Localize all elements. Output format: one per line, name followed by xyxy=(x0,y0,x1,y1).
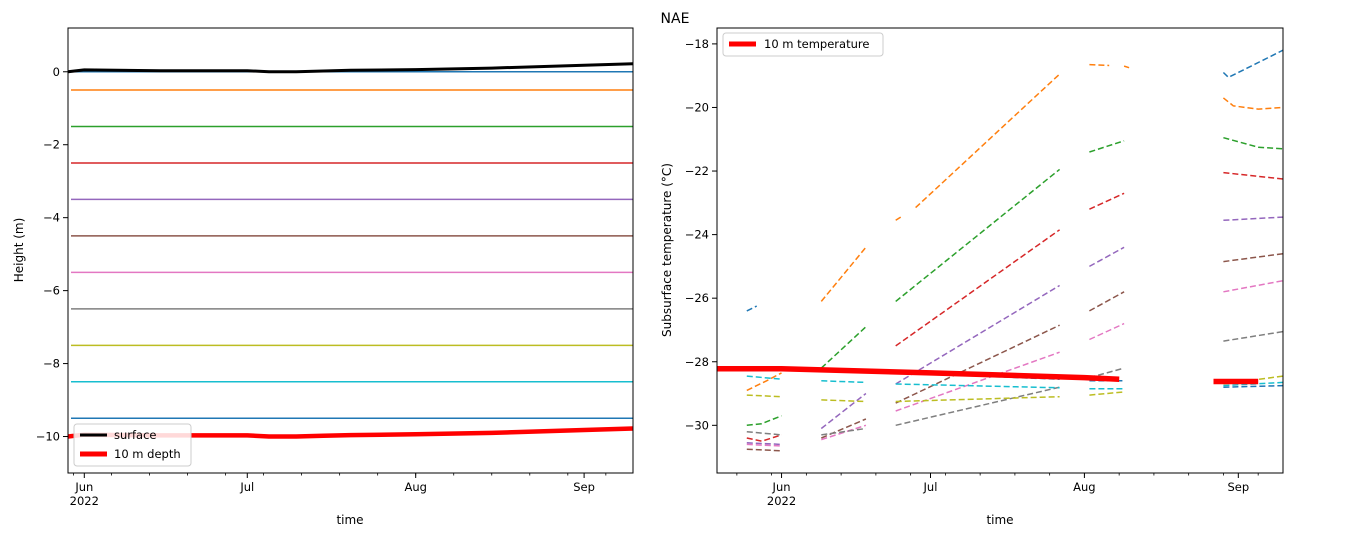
sensor-temperature-line xyxy=(895,383,1060,389)
sensor-temperature-line xyxy=(746,448,782,452)
sensor-temperature-line xyxy=(1089,63,1110,67)
sensor-temperature-line xyxy=(1089,322,1125,341)
height-x-tick-label: Jul xyxy=(239,480,254,494)
height-x-tick-label: Jun xyxy=(74,480,93,494)
sensor-temperature-line xyxy=(746,430,782,436)
sensor-temperature-line xyxy=(821,380,866,384)
height-plot-area xyxy=(67,62,634,439)
sensor-temperature-line xyxy=(895,386,1060,427)
height-y-tick-label: −4 xyxy=(43,211,60,225)
height-axes-frame xyxy=(67,27,634,474)
sensor-temperature-line xyxy=(821,427,867,436)
sensor-temperature-line xyxy=(746,305,758,312)
sensor-temperature-line xyxy=(895,395,1060,403)
temperature-y-tick-label: −24 xyxy=(685,228,709,242)
sensor-temperature-line xyxy=(1223,279,1283,293)
height-y-axis-label: Height (m) xyxy=(12,218,26,283)
sensor-temperature-line xyxy=(1223,171,1283,180)
sensor-temperature-line xyxy=(1223,330,1283,342)
sensor-temperature-line xyxy=(1222,49,1283,79)
sensor-temperature-line xyxy=(895,284,1060,385)
temperature-axes-frame xyxy=(716,27,1284,474)
sensor-temperature-line xyxy=(1223,216,1283,222)
sensor-temperature-line xyxy=(895,168,1061,302)
sensor-temperature-line xyxy=(746,434,782,442)
sensor-temperature-line xyxy=(821,418,867,439)
temp-10m-line xyxy=(717,365,1120,382)
temperature-x-tick-label: Jul xyxy=(923,480,938,494)
sensor-temperature-line xyxy=(1223,136,1283,150)
height-y-tick-label: −10 xyxy=(36,430,60,444)
temperature-y-tick-label: −20 xyxy=(685,100,709,114)
legend-surface-label: surface xyxy=(114,428,157,442)
sensor-temperature-line xyxy=(746,443,782,447)
height-y-tick-label: −6 xyxy=(43,284,60,298)
sensor-temperature-line xyxy=(895,216,902,221)
temperature-x-tick-year-label: 2022 xyxy=(767,494,796,508)
sensor-temperature-line xyxy=(1089,192,1125,210)
legend-depth-label: 10 m depth xyxy=(114,447,181,461)
temperature-x-tick-label: Jun xyxy=(772,480,791,494)
sensor-temperature-line xyxy=(1223,252,1283,263)
sensor-temperature-line xyxy=(895,351,1060,412)
temperature-y-tick-label: −28 xyxy=(685,355,709,369)
sensor-temperature-line xyxy=(1089,140,1125,153)
height-x-tick-year-label: 2022 xyxy=(70,494,99,508)
height-x-tick-label: Aug xyxy=(404,480,426,494)
sensor-temperature-line xyxy=(746,415,782,427)
temperature-series-group xyxy=(717,49,1283,452)
sensor-temperature-line xyxy=(746,375,782,380)
sensor-temperature-line xyxy=(746,394,782,398)
height-x-tick-label: Sep xyxy=(573,480,595,494)
sensor-temperature-line xyxy=(1089,246,1125,268)
sensor-temperature-line xyxy=(746,442,782,446)
sensor-temperature-line xyxy=(895,324,1060,404)
temperature-y-tick-label: −22 xyxy=(685,164,709,178)
temperature-legend: 10 m temperature xyxy=(722,32,884,57)
sensor-temperature-line xyxy=(1123,65,1130,69)
sensor-temperature-line xyxy=(820,392,867,430)
sensor-temperature-line xyxy=(915,73,1061,209)
surface-height-line xyxy=(67,62,634,74)
sensor-temperature-line xyxy=(1222,97,1283,110)
figure-title: NAE xyxy=(661,11,690,27)
sensor-temperature-line xyxy=(820,326,867,369)
sensor-temperature-line xyxy=(1089,391,1125,396)
temperature-x-tick-label: Aug xyxy=(1073,480,1095,494)
temperature-y-axis-label: Subsurface temperature (°C) xyxy=(660,163,674,337)
temperature-y-tick-label: −26 xyxy=(685,291,709,305)
height-legend: surface 10 m depth xyxy=(73,423,192,467)
height-y-tick-label: −2 xyxy=(43,138,60,152)
temperature-y-tick-label: −18 xyxy=(685,37,709,51)
sensor-temperature-line xyxy=(746,372,782,392)
sensor-temperature-line xyxy=(1223,384,1283,388)
height-y-tick-label: −8 xyxy=(43,357,60,371)
sensor-temperature-line xyxy=(821,399,866,403)
temperature-y-tick-label: −30 xyxy=(685,418,709,432)
sensor-temperature-line xyxy=(1089,291,1125,312)
temperature-legend-box xyxy=(722,32,884,57)
height-x-axis-label: time xyxy=(336,513,363,527)
temperature-plot-area xyxy=(717,49,1283,452)
sensor-temperature-line xyxy=(820,246,867,302)
temperature-x-axis-label: time xyxy=(986,513,1013,527)
temperature-x-tick-label: Sep xyxy=(1227,480,1249,494)
sensor-temperature-line xyxy=(895,229,1061,347)
height-y-tick-label: 0 xyxy=(53,65,60,79)
legend-temp10m-label: 10 m temperature xyxy=(764,37,869,51)
